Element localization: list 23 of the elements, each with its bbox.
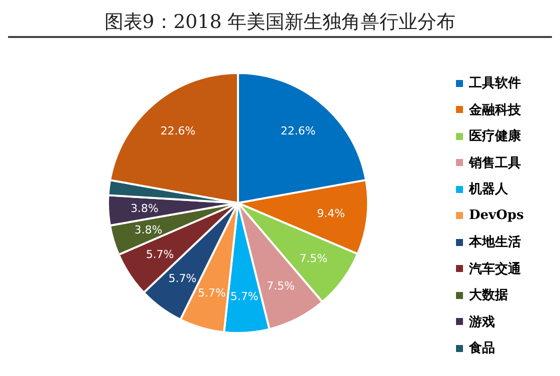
data-label: 5.7% bbox=[168, 272, 196, 285]
data-label: 22.6% bbox=[280, 124, 316, 138]
chart-title: 图表9：2018 年美国新生独角兽行业分布 bbox=[8, 8, 552, 38]
data-label: 9.4% bbox=[317, 207, 345, 220]
legend-label: 机器人 bbox=[469, 181, 508, 198]
data-label: 22.6% bbox=[160, 124, 196, 138]
data-label: 3.8% bbox=[134, 223, 162, 236]
data-label: 7.5% bbox=[299, 252, 328, 265]
legend-label: DevOps bbox=[469, 208, 524, 224]
legend-label: 金融科技 bbox=[469, 102, 521, 119]
legend-label: 游戏 bbox=[469, 314, 495, 331]
data-label: 3.8% bbox=[130, 202, 159, 215]
data-label: 5.7% bbox=[198, 286, 226, 300]
data-label: 5.7% bbox=[230, 290, 258, 303]
legend-label: 医疗健康 bbox=[469, 128, 521, 146]
legend-label: 本地生活 bbox=[469, 234, 521, 252]
legend-label: 食品 bbox=[469, 340, 495, 358]
legend-label: 销售工具 bbox=[469, 154, 521, 172]
data-label: 5.7% bbox=[146, 248, 174, 262]
data-label: 7.5% bbox=[266, 280, 295, 293]
legend-label: 汽车交通 bbox=[469, 260, 521, 278]
legend-label: 工具软件 bbox=[469, 75, 521, 92]
legend-label: 大数据 bbox=[469, 287, 508, 304]
